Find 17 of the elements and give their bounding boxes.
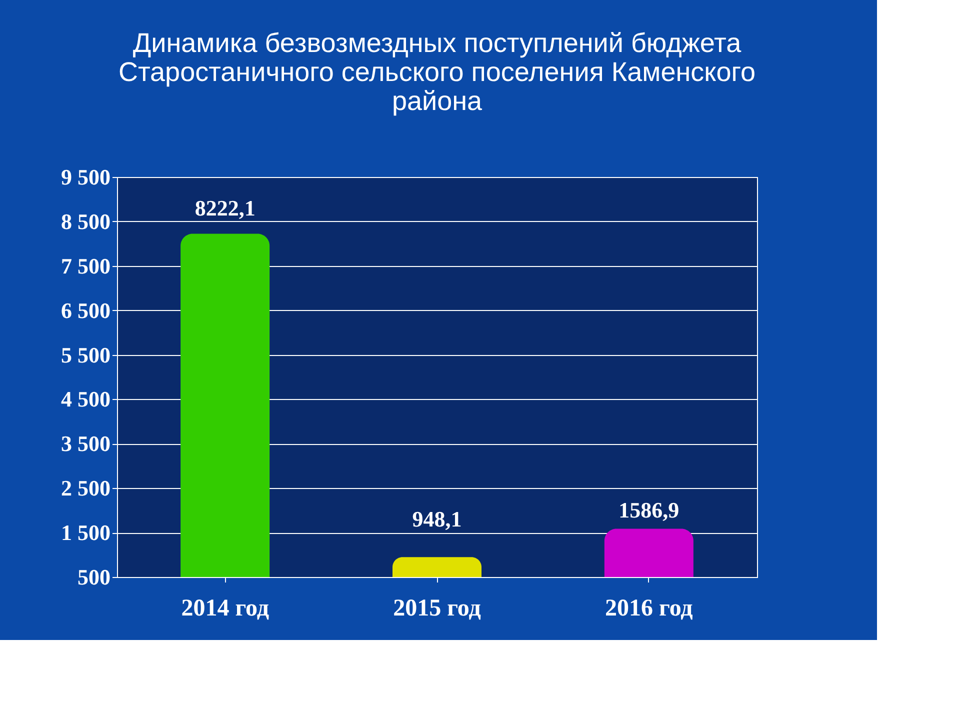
data-label: 948,1: [412, 506, 462, 532]
y-tick-label: 4 500: [61, 386, 110, 412]
data-label: 8222,1: [194, 195, 256, 220]
y-tick-label: 1 500: [61, 520, 110, 546]
x-tick-label: 2016 год: [605, 596, 693, 622]
x-tick-label: 2015 год: [393, 596, 481, 622]
x-tick-label: 2014 год: [181, 596, 269, 622]
y-tick-label: 7 500: [61, 253, 110, 278]
data-label: 1586,9: [618, 498, 680, 523]
y-tick-label: 9 500: [61, 164, 110, 190]
y-tick-label: 500: [78, 564, 110, 590]
chart-title: Динамика безвозмездных поступлений бюджета Старостаничного сельского поселения Каменского района: [118, 28, 756, 116]
y-tick-label: 3 500: [61, 431, 110, 456]
y-tick-label: 8 500: [61, 208, 110, 234]
y-tick-label: 2 500: [61, 476, 110, 501]
y-tick-label: 6 500: [61, 298, 110, 323]
y-tick-label: 5 500: [61, 342, 110, 368]
